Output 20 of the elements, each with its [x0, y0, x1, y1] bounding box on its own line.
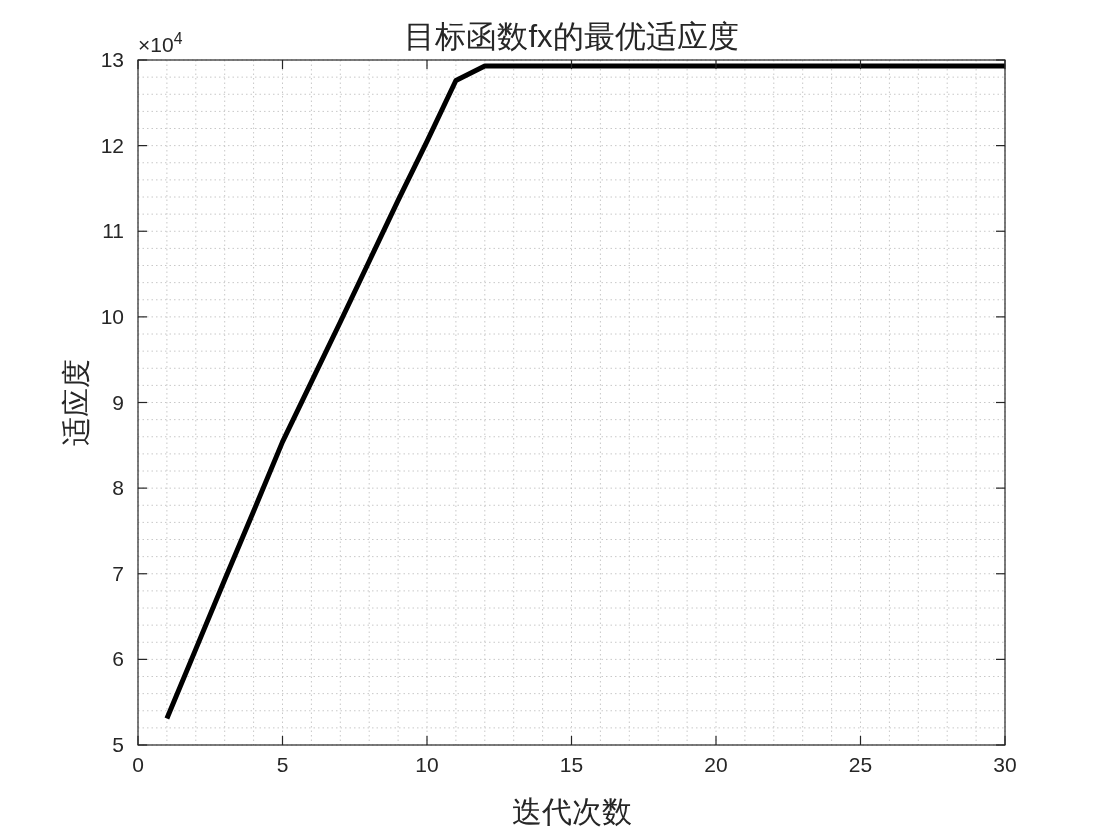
y-tick-label: 13 — [100, 48, 124, 71]
y-tick-label: 10 — [100, 304, 124, 328]
x-tick-label: 5 — [276, 753, 289, 776]
y-tick-label: 8 — [112, 476, 124, 500]
chart-title: 目标函数fx的最优适应度 — [404, 19, 739, 54]
text: ×10$^{4}$ — [138, 29, 183, 56]
y-tick-label: 11 — [102, 219, 124, 243]
y-tick-label: 7 — [112, 561, 124, 585]
y-tick-label: 5 — [112, 733, 124, 756]
x-tick-label: 15 — [559, 753, 584, 776]
x-tick-label: 10 — [415, 753, 439, 776]
x-tick-label: 30 — [993, 753, 1017, 776]
x-tick-label: 25 — [848, 753, 873, 776]
x-axis-title: 迭代次数 — [511, 795, 632, 828]
x-tick-label: 0 — [132, 753, 144, 776]
y-tick-label: 9 — [112, 390, 124, 414]
y-tick-label: 6 — [112, 647, 124, 671]
y-axis-title: 适应度 — [60, 359, 92, 446]
y-tick-label: 12 — [100, 133, 124, 157]
x-tick-label: 20 — [704, 753, 728, 776]
